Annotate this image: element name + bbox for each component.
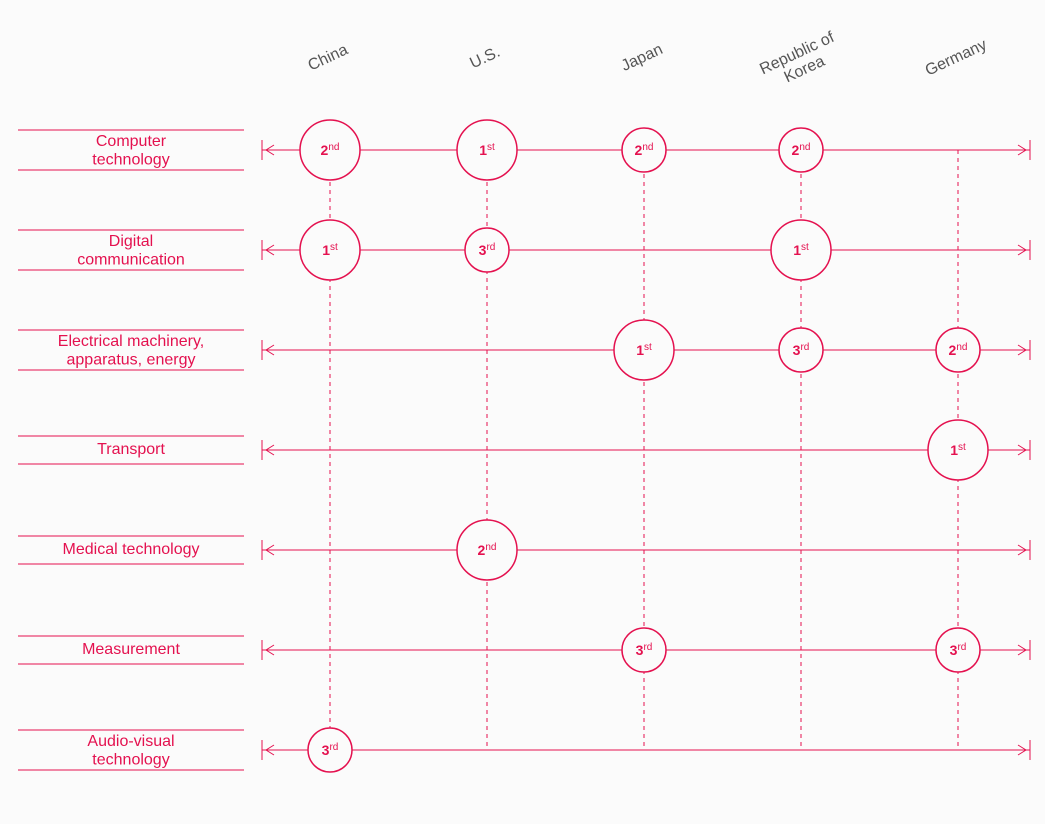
- row-label: Electrical machinery,apparatus, energy: [58, 333, 204, 368]
- ranking-matrix: ChinaU.S.JapanRepublic ofKoreaGermanyCom…: [0, 0, 1045, 824]
- row-label: Computertechnology: [92, 133, 169, 168]
- row-label: Audio-visualtechnology: [87, 733, 174, 768]
- chart-root: ChinaU.S.JapanRepublic ofKoreaGermanyCom…: [0, 0, 1045, 824]
- row-label: Medical technology: [63, 541, 200, 558]
- row-label: Measurement: [82, 641, 180, 658]
- row-label: Transport: [97, 441, 165, 458]
